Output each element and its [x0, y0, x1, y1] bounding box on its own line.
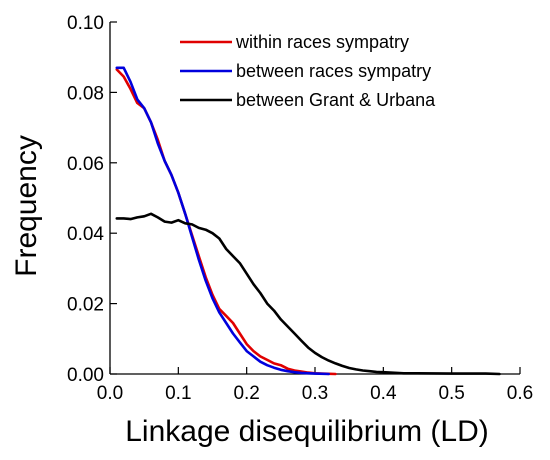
- series-line-2: [115, 66, 330, 376]
- y-tick-label: 0.10: [67, 13, 104, 34]
- legend-label-1: within races sympatry: [235, 32, 409, 52]
- y-axis-title: Frequency: [10, 135, 43, 277]
- x-tick-label: 0.3: [302, 383, 328, 404]
- y-tick-label: 0.06: [67, 154, 104, 175]
- series-layer: [115, 66, 501, 376]
- y-tick-label: 0.08: [67, 83, 104, 104]
- x-tick-label: 0.5: [438, 383, 464, 404]
- x-axis-title: Linkage disequilibrium (LD): [125, 415, 489, 448]
- series-line-1: [115, 68, 337, 376]
- x-tick-label: 0.0: [97, 383, 123, 404]
- y-tick-label: 0.04: [67, 224, 104, 245]
- y-axis-ticks: 0.00 0.02 0.04 0.06 0.08 0.10: [67, 13, 117, 386]
- legend-label-3: between Grant & Urbana: [236, 90, 436, 110]
- x-tick-label: 0.1: [165, 383, 191, 404]
- y-tick-label: 0.02: [67, 295, 104, 316]
- x-tick-label: 0.2: [233, 383, 259, 404]
- legend: within races sympatry between races sympa…: [180, 32, 436, 110]
- x-tick-label: 0.6: [507, 383, 533, 404]
- series-line-3: [115, 212, 501, 376]
- y-tick-label: 0.00: [67, 365, 104, 386]
- x-axis-ticks: 0.0 0.1 0.2 0.3 0.4 0.5 0.6: [97, 367, 533, 404]
- x-tick-label: 0.4: [370, 383, 397, 404]
- legend-label-2: between races sympatry: [236, 61, 431, 81]
